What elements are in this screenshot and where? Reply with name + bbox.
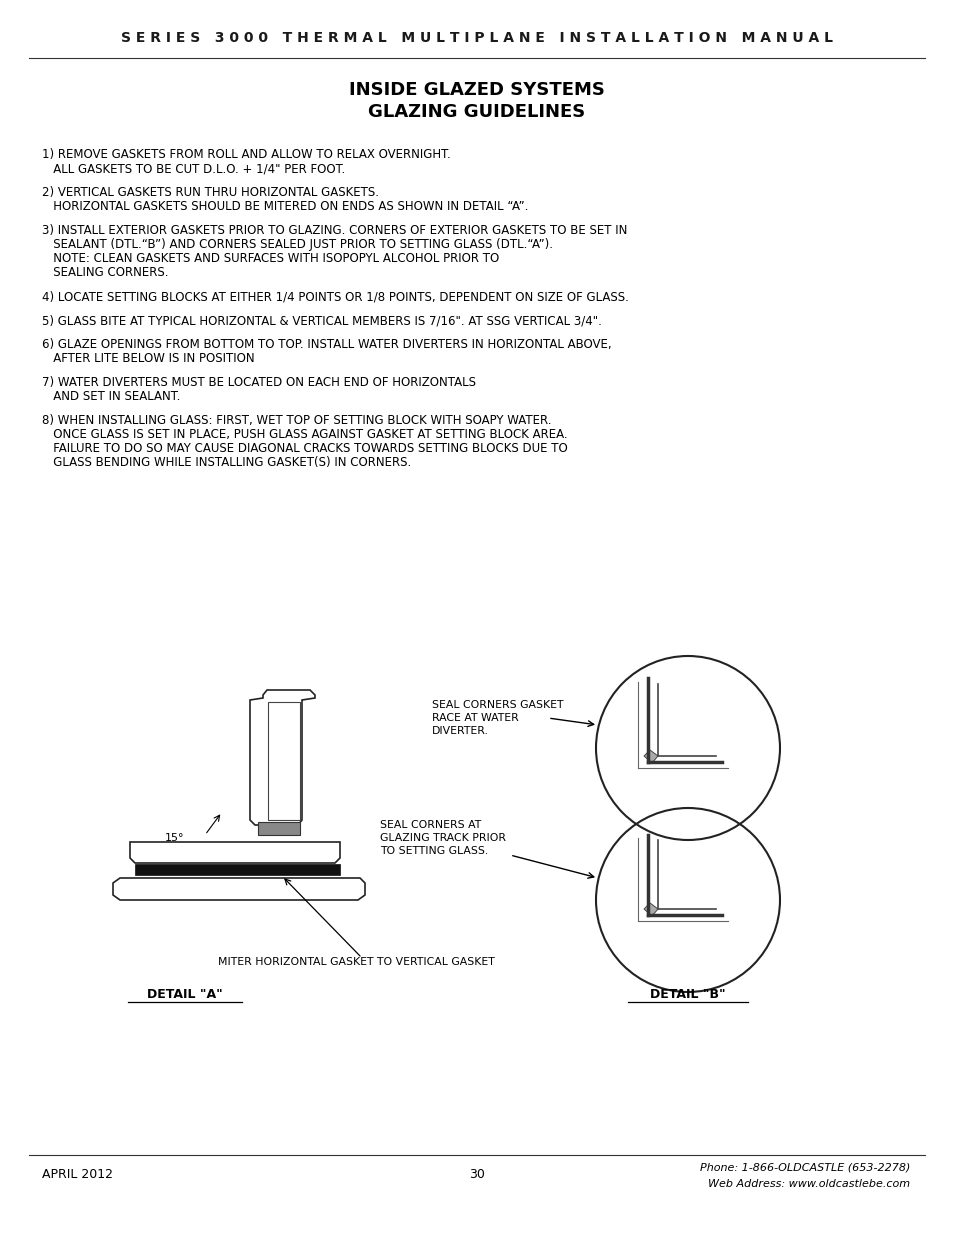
Text: 8) WHEN INSTALLING GLASS: FIRST, WET TOP OF SETTING BLOCK WITH SOAPY WATER.: 8) WHEN INSTALLING GLASS: FIRST, WET TOP…: [42, 414, 551, 427]
Text: 1) REMOVE GASKETS FROM ROLL AND ALLOW TO RELAX OVERNIGHT.: 1) REMOVE GASKETS FROM ROLL AND ALLOW TO…: [42, 148, 450, 161]
Text: FAILURE TO DO SO MAY CAUSE DIAGONAL CRACKS TOWARDS SETTING BLOCKS DUE TO: FAILURE TO DO SO MAY CAUSE DIAGONAL CRAC…: [42, 442, 567, 454]
Text: ALL GASKETS TO BE CUT D.L.O. + 1/4" PER FOOT.: ALL GASKETS TO BE CUT D.L.O. + 1/4" PER …: [42, 162, 345, 175]
Text: 2) VERTICAL GASKETS RUN THRU HORIZONTAL GASKETS.: 2) VERTICAL GASKETS RUN THRU HORIZONTAL …: [42, 186, 378, 199]
Text: INSIDE GLAZED SYSTEMS: INSIDE GLAZED SYSTEMS: [349, 82, 604, 99]
Text: Phone: 1-866-OLDCASTLE (653-2278): Phone: 1-866-OLDCASTLE (653-2278): [699, 1163, 909, 1173]
Text: SEALANT (DTL.“B”) AND CORNERS SEALED JUST PRIOR TO SETTING GLASS (DTL.“A”).: SEALANT (DTL.“B”) AND CORNERS SEALED JUS…: [42, 238, 553, 251]
Text: AND SET IN SEALANT.: AND SET IN SEALANT.: [42, 390, 180, 403]
Text: GLASS BENDING WHILE INSTALLING GASKET(S) IN CORNERS.: GLASS BENDING WHILE INSTALLING GASKET(S)…: [42, 456, 411, 469]
Text: ONCE GLASS IS SET IN PLACE, PUSH GLASS AGAINST GASKET AT SETTING BLOCK AREA.: ONCE GLASS IS SET IN PLACE, PUSH GLASS A…: [42, 429, 567, 441]
Polygon shape: [257, 823, 299, 835]
Polygon shape: [643, 750, 658, 763]
Text: DIVERTER.: DIVERTER.: [432, 726, 488, 736]
Text: 3) INSTALL EXTERIOR GASKETS PRIOR TO GLAZING. CORNERS OF EXTERIOR GASKETS TO BE : 3) INSTALL EXTERIOR GASKETS PRIOR TO GLA…: [42, 224, 627, 237]
Text: DETAIL "B": DETAIL "B": [650, 988, 725, 1002]
Text: 6) GLAZE OPENINGS FROM BOTTOM TO TOP. INSTALL WATER DIVERTERS IN HORIZONTAL ABOV: 6) GLAZE OPENINGS FROM BOTTOM TO TOP. IN…: [42, 338, 611, 351]
Text: APRIL 2012: APRIL 2012: [42, 1168, 112, 1182]
Text: SEAL CORNERS GASKET: SEAL CORNERS GASKET: [432, 700, 563, 710]
Text: 15°: 15°: [165, 832, 185, 844]
Text: NOTE: CLEAN GASKETS AND SURFACES WITH ISOPOPYL ALCOHOL PRIOR TO: NOTE: CLEAN GASKETS AND SURFACES WITH IS…: [42, 252, 498, 266]
Text: Web Address: www.oldcastlebe.com: Web Address: www.oldcastlebe.com: [707, 1179, 909, 1189]
Text: TO SETTING GLASS.: TO SETTING GLASS.: [379, 846, 488, 856]
Text: MITER HORIZONTAL GASKET TO VERTICAL GASKET: MITER HORIZONTAL GASKET TO VERTICAL GASK…: [218, 957, 495, 967]
Text: 30: 30: [469, 1168, 484, 1182]
Text: RACE AT WATER: RACE AT WATER: [432, 713, 518, 722]
Text: 4) LOCATE SETTING BLOCKS AT EITHER 1/4 POINTS OR 1/8 POINTS, DEPENDENT ON SIZE O: 4) LOCATE SETTING BLOCKS AT EITHER 1/4 P…: [42, 290, 628, 303]
Polygon shape: [643, 903, 658, 916]
Text: 5) GLASS BITE AT TYPICAL HORIZONTAL & VERTICAL MEMBERS IS 7/16". AT SSG VERTICAL: 5) GLASS BITE AT TYPICAL HORIZONTAL & VE…: [42, 314, 601, 327]
Text: SEALING CORNERS.: SEALING CORNERS.: [42, 266, 169, 279]
Text: HORIZONTAL GASKETS SHOULD BE MITERED ON ENDS AS SHOWN IN DETAIL “A”.: HORIZONTAL GASKETS SHOULD BE MITERED ON …: [42, 200, 528, 212]
Text: S E R I E S   3 0 0 0   T H E R M A L   M U L T I P L A N E   I N S T A L L A T : S E R I E S 3 0 0 0 T H E R M A L M U L …: [121, 31, 832, 44]
Polygon shape: [135, 864, 339, 876]
Text: AFTER LITE BELOW IS IN POSITION: AFTER LITE BELOW IS IN POSITION: [42, 352, 254, 366]
Text: DETAIL "A": DETAIL "A": [147, 988, 223, 1002]
Text: GLAZING GUIDELINES: GLAZING GUIDELINES: [368, 103, 585, 121]
Text: SEAL CORNERS AT: SEAL CORNERS AT: [379, 820, 480, 830]
Text: 7) WATER DIVERTERS MUST BE LOCATED ON EACH END OF HORIZONTALS: 7) WATER DIVERTERS MUST BE LOCATED ON EA…: [42, 375, 476, 389]
Text: GLAZING TRACK PRIOR: GLAZING TRACK PRIOR: [379, 832, 505, 844]
